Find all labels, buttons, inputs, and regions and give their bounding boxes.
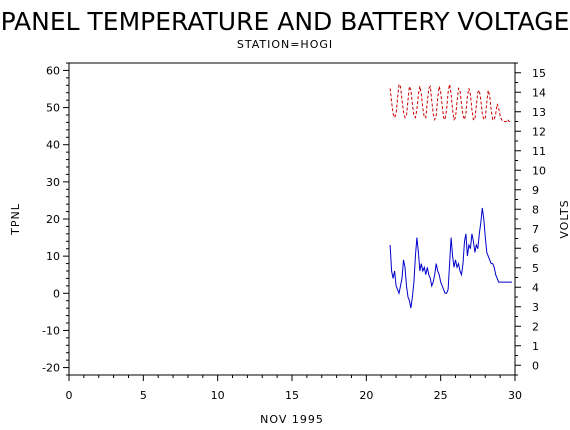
y-right-tick-label: 5: [532, 262, 539, 275]
y-right-tick-label: 13: [532, 106, 546, 119]
x-tick-label: 20: [359, 389, 373, 402]
y-right-tick-label: 15: [532, 67, 546, 80]
x-axis-label: NOV 1995: [260, 413, 324, 426]
y-right-tick-label: 12: [532, 125, 546, 138]
y-axis-label-left: TPNL: [9, 203, 22, 236]
y-right-tick-label: 4: [532, 281, 539, 294]
y-left-tick-label: 0: [53, 287, 60, 300]
y-right-tick-label: 7: [532, 223, 539, 236]
battery-voltage-line: [389, 83, 512, 122]
x-tick-label: 0: [66, 389, 73, 402]
y-left-tick-label: -10: [42, 324, 60, 337]
y-left-tick-label: 50: [46, 102, 60, 115]
y-left-tick-label: 10: [46, 250, 60, 263]
y-left-tick-label: 30: [46, 176, 60, 189]
y-right-tick-label: 9: [532, 184, 539, 197]
chart-title: PANEL TEMPERATURE AND BATTERY VOLTAGE: [1, 7, 570, 36]
y-right-tick-label: 1: [532, 340, 539, 353]
y-right-tick-label: 6: [532, 242, 539, 255]
y-right-tick-label: 8: [532, 203, 539, 216]
y-right-tick-label: 3: [532, 301, 539, 314]
x-tick-label: 5: [140, 389, 147, 402]
x-tick-label: 30: [508, 389, 522, 402]
y-left-tick-label: 40: [46, 139, 60, 152]
y-right-tick-label: 11: [532, 145, 546, 158]
axis-ticks: 0 5 10 15 20 25 30-20-100102030405060012345678…: [42, 62, 546, 402]
panel-temperature-line: [389, 207, 512, 309]
y-right-tick-label: 0: [532, 359, 539, 372]
y-left-tick-label: 20: [46, 213, 60, 226]
x-tick-label: 10: [211, 389, 225, 402]
y-axis-label-right: VOLTS: [558, 199, 570, 238]
plot-frame: [68, 62, 516, 376]
series-layer: [389, 83, 512, 309]
x-tick-label: 15: [285, 389, 299, 402]
x-tick-label: 25: [434, 389, 448, 402]
y-left-tick-label: 60: [46, 64, 60, 77]
y-right-tick-label: 14: [532, 86, 546, 99]
chart-subtitle: STATION=HOGI: [237, 38, 333, 51]
y-right-tick-label: 2: [532, 320, 539, 333]
y-right-tick-label: 10: [532, 164, 546, 177]
y-left-tick-label: -20: [42, 362, 60, 375]
